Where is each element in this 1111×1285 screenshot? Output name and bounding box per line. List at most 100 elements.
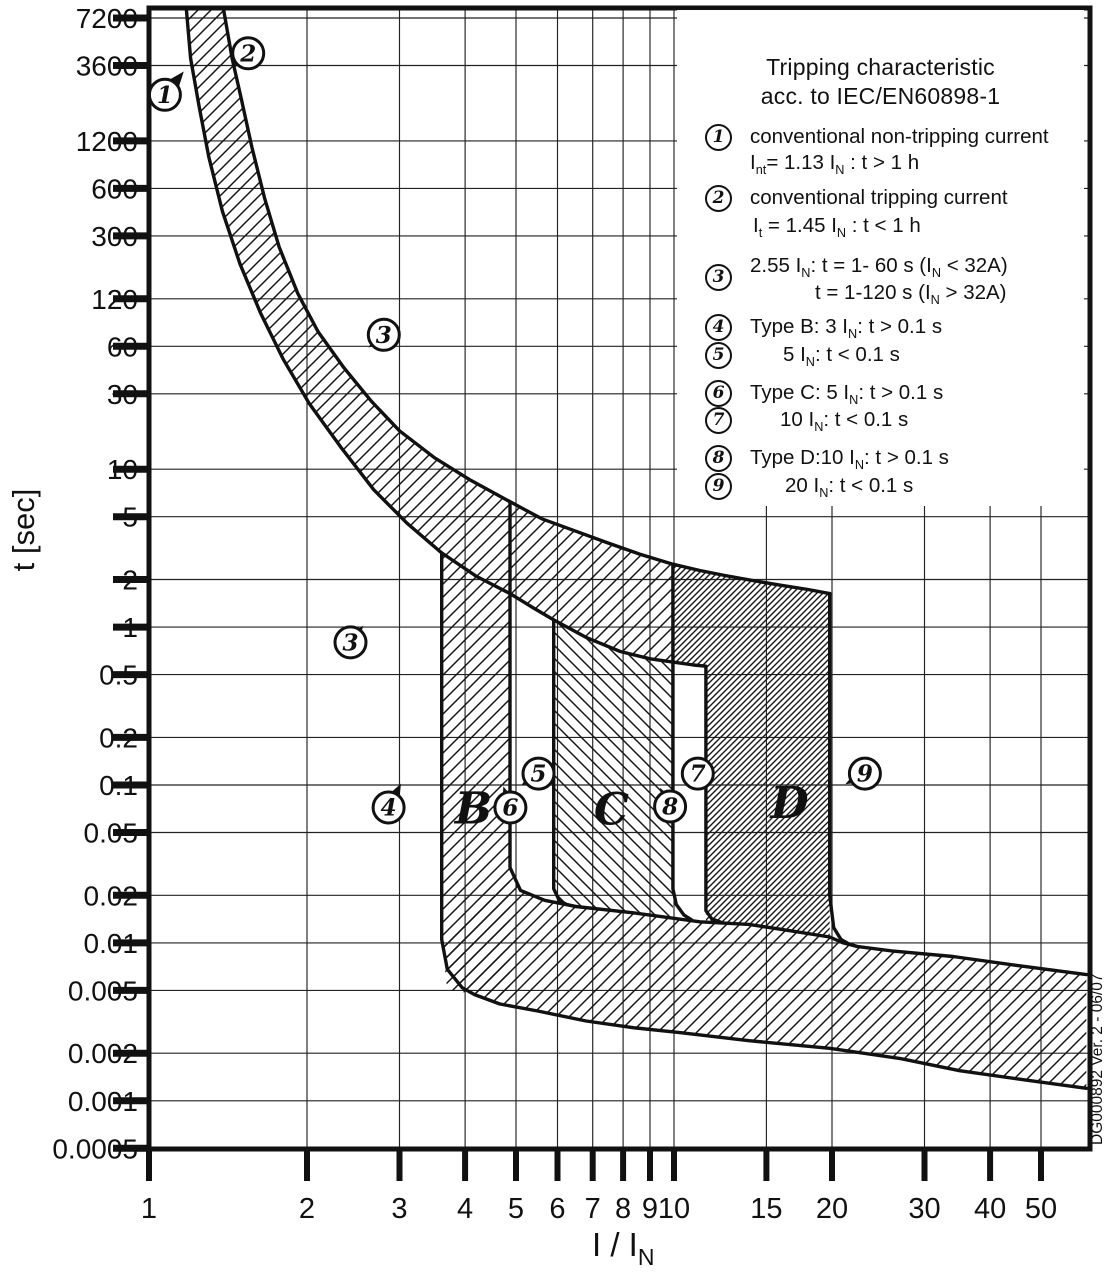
legend-item-text: 5 IN: t < 0.1 s bbox=[783, 343, 900, 370]
svg-text:3600: 3600 bbox=[76, 51, 138, 82]
curve-b-right-sweep-top bbox=[508, 500, 1088, 977]
svg-text:0.0005: 0.0005 bbox=[52, 1133, 138, 1164]
curve-tripping bbox=[221, 8, 832, 596]
legend-number-circle-1: 1 bbox=[705, 123, 732, 151]
svg-text:600: 600 bbox=[91, 173, 138, 204]
document-reference: DG000892 Ver. 2 - 06/07 bbox=[1089, 974, 1106, 1145]
legend-item-text: conventional tripping current bbox=[750, 186, 1008, 209]
marker-circle-4 bbox=[371, 790, 406, 825]
legend-item-text: It = 1.45 IN : t < 1 h bbox=[753, 214, 921, 241]
legend-item-text: 10 IN: t < 0.1 s bbox=[780, 408, 909, 435]
curve-non-tripping bbox=[184, 8, 723, 924]
svg-text:0.1: 0.1 bbox=[99, 770, 138, 801]
y-axis-label: t [sec] bbox=[6, 489, 41, 572]
svg-text:120: 120 bbox=[91, 284, 138, 315]
x-axis-label: I / IN bbox=[592, 1226, 654, 1270]
legend-title-line1: Tripping characteristic bbox=[766, 54, 995, 80]
svg-text:8: 8 bbox=[615, 1193, 631, 1225]
svg-text:0.001: 0.001 bbox=[68, 1086, 138, 1117]
svg-text:B: B bbox=[453, 784, 492, 835]
axis-ticks bbox=[113, 14, 1044, 1181]
svg-text:4: 4 bbox=[457, 1193, 473, 1225]
svg-text:5: 5 bbox=[508, 1193, 524, 1225]
legend-number-circle-2: 2 bbox=[705, 184, 732, 212]
svg-text:2: 2 bbox=[239, 40, 256, 67]
marker-circle-3 bbox=[333, 625, 368, 660]
curve-c-left-drop bbox=[552, 618, 578, 909]
curve-b-left-sweep-bottom bbox=[440, 551, 1088, 1090]
svg-text:1: 1 bbox=[141, 1193, 157, 1225]
legend-item-text: Type C: 5 IN: t > 0.1 s bbox=[750, 381, 944, 408]
band-D bbox=[672, 564, 830, 939]
marker-circle-9 bbox=[847, 756, 882, 791]
legend-title-line2: acc. to IEC/EN60898-1 bbox=[760, 83, 1001, 109]
svg-text:300: 300 bbox=[91, 221, 138, 252]
marker-circle-6 bbox=[493, 790, 528, 825]
svg-text:9: 9 bbox=[642, 1193, 658, 1225]
legend-item-text: Type D:10 IN: t > 0.1 s bbox=[750, 446, 949, 473]
svg-text:50: 50 bbox=[1025, 1193, 1057, 1225]
curve-d-right-drop bbox=[828, 591, 859, 949]
svg-text:6: 6 bbox=[549, 1193, 565, 1225]
svg-text:7: 7 bbox=[690, 761, 706, 788]
svg-text:0.2: 0.2 bbox=[99, 722, 138, 753]
svg-text:3: 3 bbox=[376, 322, 392, 349]
svg-text:1: 1 bbox=[157, 82, 173, 109]
svg-text:0.02: 0.02 bbox=[84, 880, 139, 911]
plot-border bbox=[146, 5, 1093, 1152]
svg-text:20: 20 bbox=[816, 1193, 848, 1225]
legend-box: Tripping characteristic acc. to IEC/EN60… bbox=[677, 10, 1084, 506]
legend-number-circle-6: 6 bbox=[705, 379, 732, 407]
svg-text:2: 2 bbox=[122, 565, 138, 596]
legend-number-circle-9: 9 bbox=[705, 472, 732, 500]
svg-text:0.005: 0.005 bbox=[68, 975, 138, 1006]
svg-text:8: 8 bbox=[661, 794, 678, 821]
svg-text:9: 9 bbox=[857, 761, 873, 788]
tolerance-bands bbox=[184, 8, 1088, 1090]
svg-text:1200: 1200 bbox=[76, 126, 138, 157]
legend-number-circle-7: 7 bbox=[705, 406, 732, 434]
marker-circle-2 bbox=[231, 36, 266, 71]
svg-text:3: 3 bbox=[391, 1193, 407, 1225]
legend-item-text: Int= 1.13 IN : t > 1 h bbox=[750, 151, 920, 178]
legend-number-circle-8: 8 bbox=[705, 444, 732, 472]
band-letters: B C D bbox=[453, 778, 809, 836]
thermal-band bbox=[186, 8, 673, 663]
marker-circle-8 bbox=[653, 789, 688, 824]
svg-text:5: 5 bbox=[122, 502, 138, 533]
marker-circle-7 bbox=[680, 756, 715, 791]
svg-text:0.05: 0.05 bbox=[84, 818, 139, 849]
marker-circle-5 bbox=[521, 756, 556, 791]
x-tick-labels: 1 2 3 4 5 6 7 8 9 10 15 20 30 40 50 bbox=[141, 1193, 1057, 1225]
svg-text:30: 30 bbox=[908, 1193, 940, 1225]
legend-number-circle-3: 3 bbox=[705, 263, 732, 291]
curve-c-right-drop bbox=[671, 562, 694, 922]
svg-text:2: 2 bbox=[299, 1193, 315, 1225]
svg-text:10: 10 bbox=[107, 454, 138, 485]
svg-text:4: 4 bbox=[381, 795, 397, 822]
svg-text:0.002: 0.002 bbox=[68, 1038, 138, 1069]
legend-number-circle-5: 5 bbox=[705, 341, 732, 369]
legend-number-circle-4: 4 bbox=[705, 313, 732, 341]
legend-item-text: Type B: 3 IN: t > 0.1 s bbox=[750, 315, 943, 342]
svg-text:60: 60 bbox=[107, 331, 138, 362]
legend-item-text: 20 IN: t < 0.1 s bbox=[785, 474, 914, 501]
svg-text:5: 5 bbox=[530, 761, 546, 788]
marker-circle-1 bbox=[147, 77, 182, 112]
svg-text:30: 30 bbox=[107, 379, 138, 410]
svg-text:7200: 7200 bbox=[76, 3, 138, 34]
band-B bbox=[441, 552, 510, 998]
y-tick-labels: 7200 3600 1200 600 300 120 60 30 10 5 2 1 0.5 0.2 0.1 0… bbox=[52, 3, 138, 1164]
svg-text:7: 7 bbox=[585, 1193, 601, 1225]
svg-text:0.01: 0.01 bbox=[84, 928, 139, 959]
svg-text:6: 6 bbox=[502, 795, 518, 822]
svg-text:C: C bbox=[594, 784, 629, 835]
svg-text:40: 40 bbox=[974, 1193, 1006, 1225]
legend-item-text: conventional non-tripping current bbox=[750, 125, 1049, 148]
svg-text:1: 1 bbox=[122, 612, 138, 643]
svg-text:10: 10 bbox=[658, 1193, 690, 1225]
marker-circle-3 bbox=[366, 317, 401, 352]
svg-text:15: 15 bbox=[750, 1193, 782, 1225]
instantaneous-band bbox=[441, 867, 1087, 1089]
svg-text:0.5: 0.5 bbox=[99, 660, 138, 691]
